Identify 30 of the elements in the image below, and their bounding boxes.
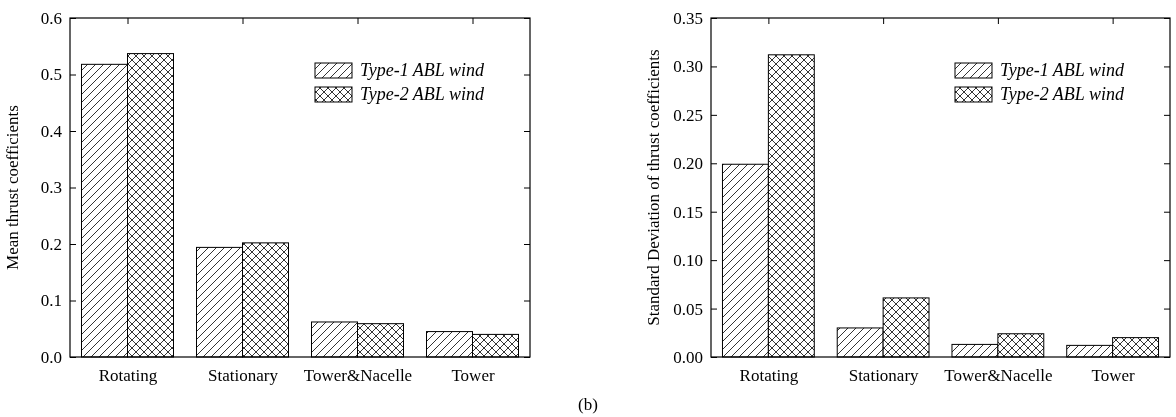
y-tick-label: 0.15 xyxy=(673,202,703,222)
y-tick-label: 0.35 xyxy=(673,8,703,28)
x-tick-label: Stationary xyxy=(848,366,920,386)
y-tick-label: 0.6 xyxy=(40,8,62,28)
y-tick-label: 0.1 xyxy=(40,291,62,311)
x-tick-label: Rotating xyxy=(739,366,799,386)
y-tick-label: 0.00 xyxy=(673,347,703,367)
x-tick-label: Stationary xyxy=(208,366,279,386)
y-axis-title: Mean thrust coefficients xyxy=(3,105,22,270)
legend-label: Type-1 ABL wind xyxy=(1000,60,1125,80)
y-tick-label: 0.20 xyxy=(673,154,703,174)
y-tick-label: 0.2 xyxy=(40,234,62,254)
text: (b) xyxy=(578,395,598,414)
y-tick-label: 0.3 xyxy=(40,178,62,198)
x-tick-label: Rotating xyxy=(98,366,158,386)
y-tick-label: 0.5 xyxy=(40,65,62,85)
legend-label: Type-2 ABL wind xyxy=(360,84,485,104)
x-tick-label: Tower&Nacelle xyxy=(944,366,1053,386)
y-tick-label: 0.0 xyxy=(40,347,62,367)
legend-label: Type-1 ABL wind xyxy=(360,60,485,80)
y-tick-label: 0.30 xyxy=(673,57,703,77)
y-tick-label: 0.25 xyxy=(673,105,703,125)
x-tick-label: Tower&Nacelle xyxy=(303,366,413,386)
x-tick-label: Tower xyxy=(451,366,495,386)
y-tick-label: 0.4 xyxy=(40,121,63,141)
y-axis-title: Standard Deviation of thrust coefficients xyxy=(644,49,663,326)
legend-label: Type-2 ABL wind xyxy=(1000,84,1125,104)
y-tick-label: 0.05 xyxy=(673,299,703,319)
x-tick-label: Tower xyxy=(1091,366,1136,386)
y-tick-label: 0.10 xyxy=(673,251,703,271)
